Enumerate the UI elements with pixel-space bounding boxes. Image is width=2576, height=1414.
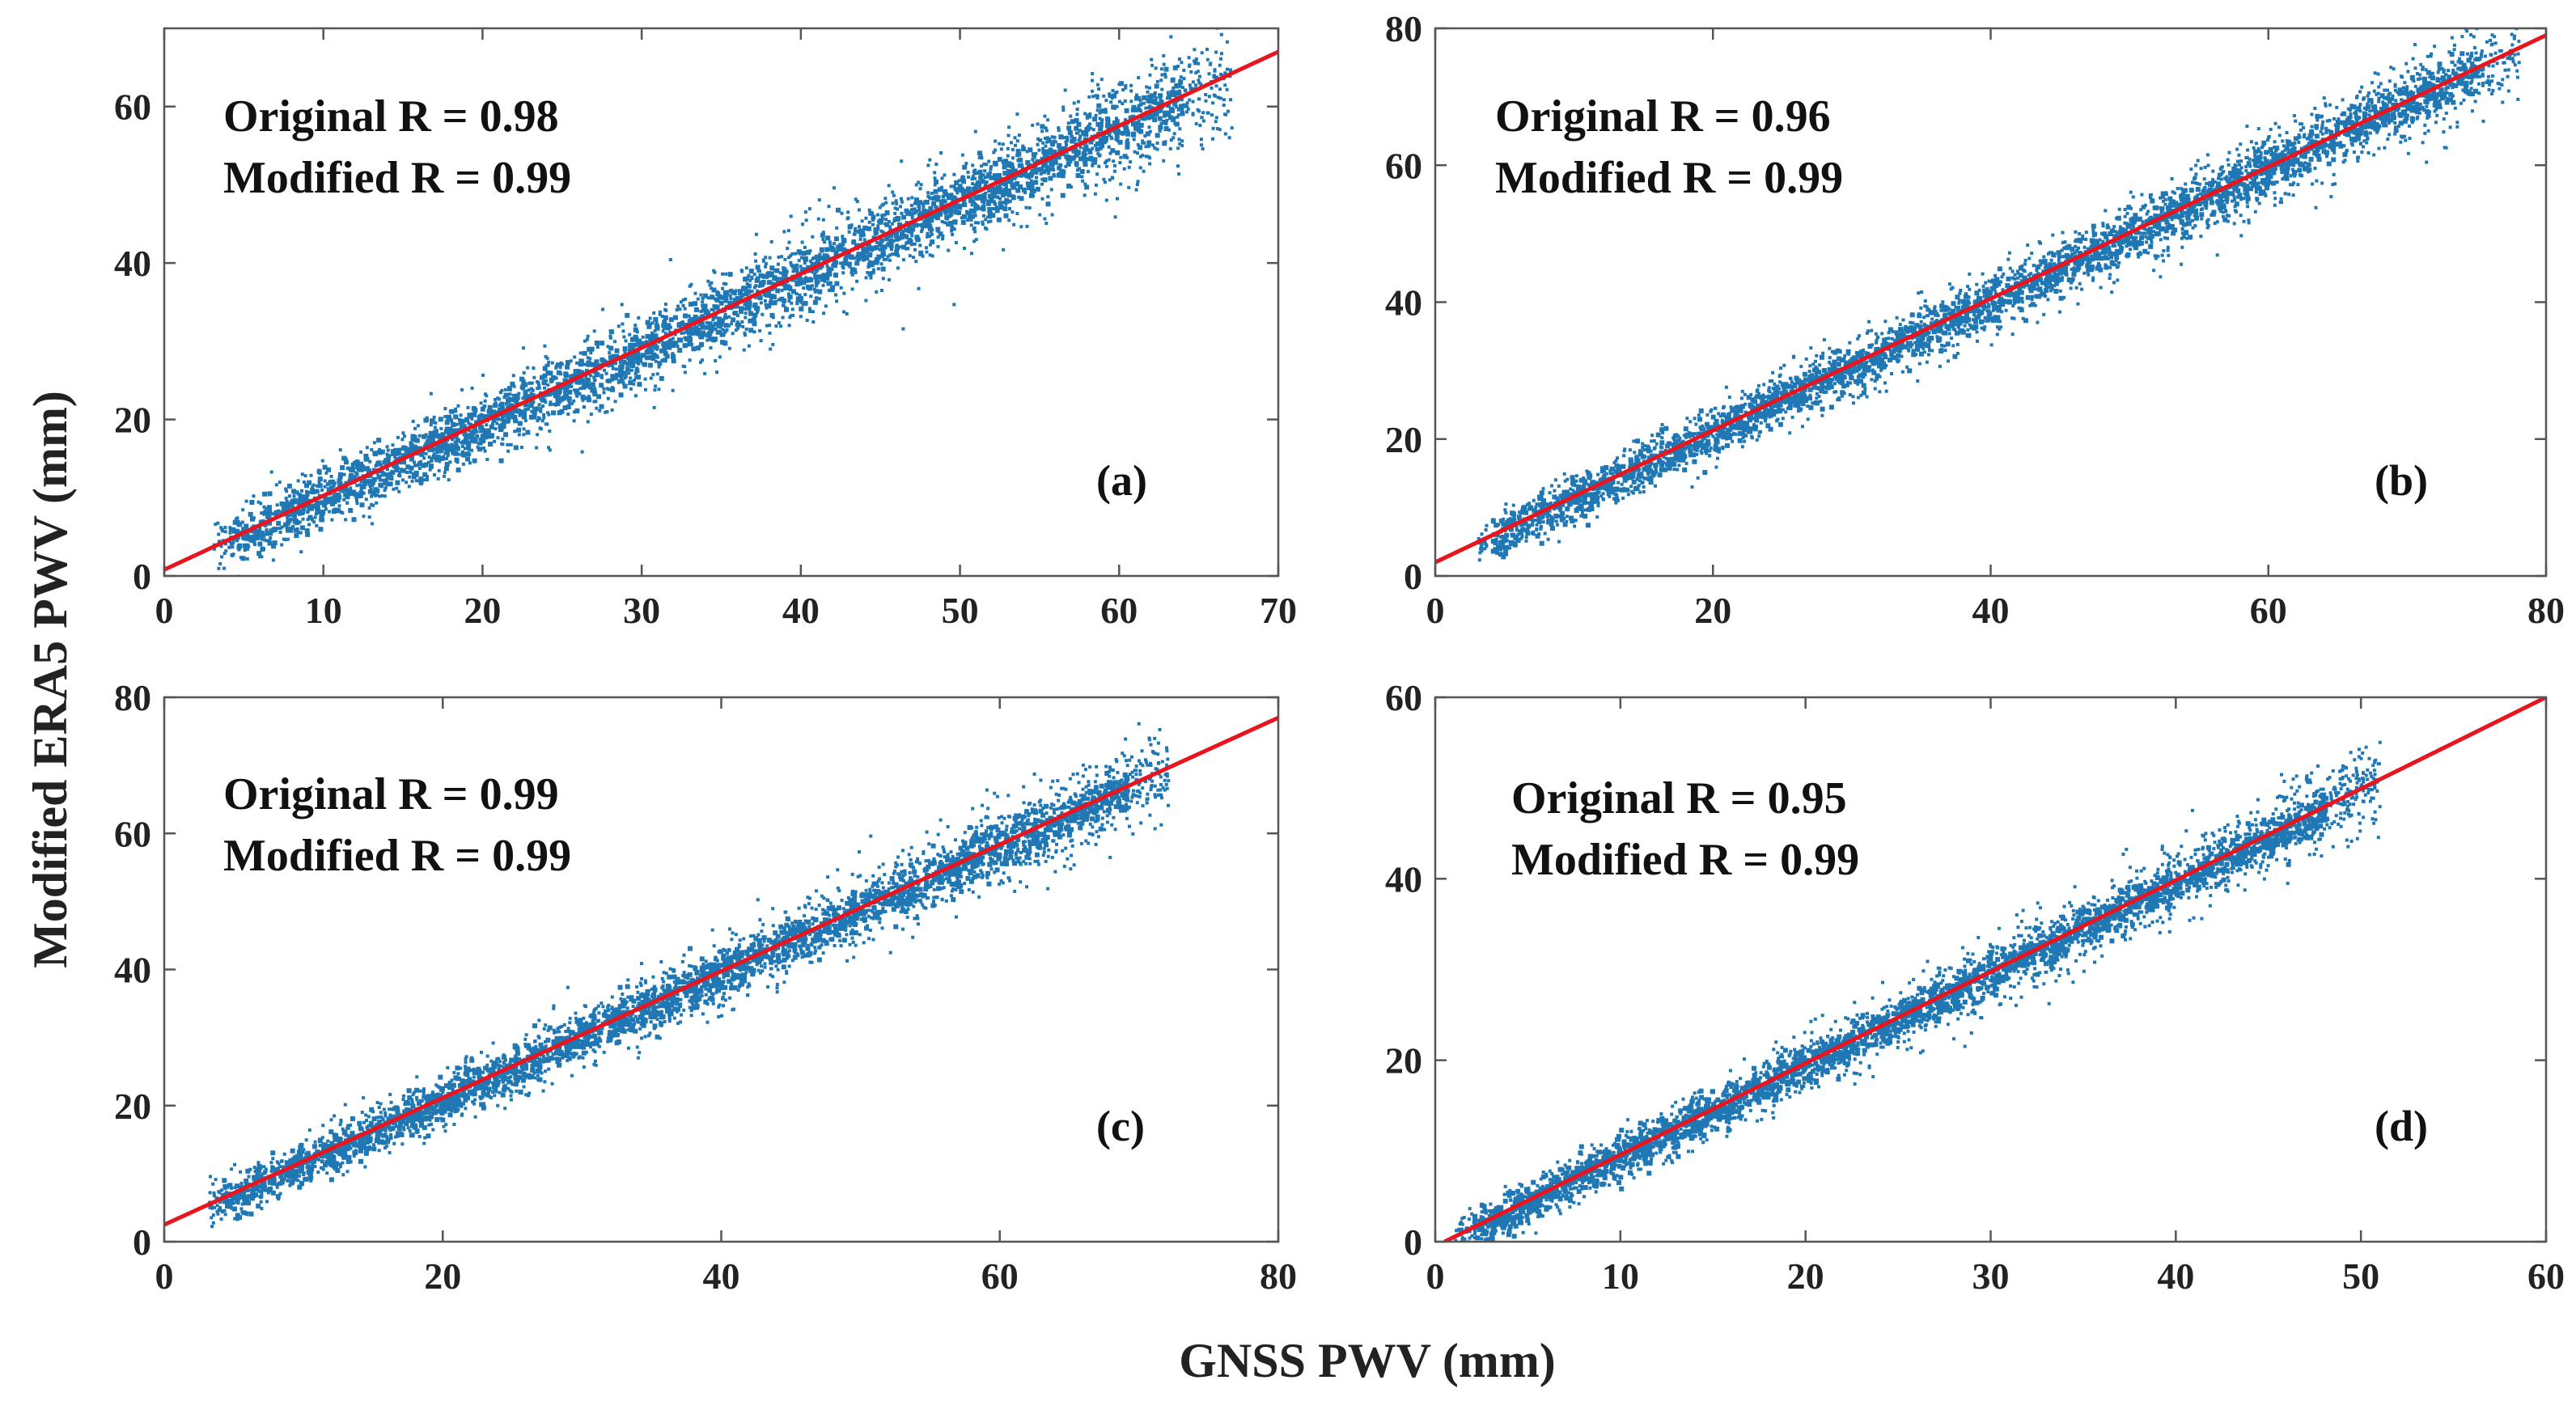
y-tick-label: 40 [114, 243, 151, 284]
x-tick-label: 0 [155, 590, 174, 631]
x-tick-label: 40 [1972, 590, 2010, 631]
panel-label: (b) [2375, 456, 2428, 505]
x-tick-label: 20 [464, 590, 501, 631]
regression-line [1443, 697, 2546, 1242]
original-r-annotation: Original R = 0.98 [223, 91, 559, 142]
panel-label: (c) [1096, 1102, 1145, 1150]
modified-r-annotation: Modified R = 0.99 [1495, 153, 1843, 203]
x-tick-label: 40 [782, 590, 820, 631]
scatter-points [1477, 28, 2522, 562]
y-tick-label: 60 [1385, 145, 1422, 186]
y-tick-label: 40 [1385, 858, 1422, 900]
regression-line [1435, 33, 2546, 565]
scatter-core [220, 771, 1130, 1221]
scatter-points [208, 722, 1171, 1229]
original-r-annotation: Original R = 0.95 [1511, 773, 1847, 823]
x-tick-label: 70 [1260, 590, 1297, 631]
x-tick-label: 10 [305, 590, 342, 631]
x-tick-label: 80 [1260, 1255, 1297, 1297]
x-tick-label: 40 [703, 1255, 740, 1297]
y-tick-label: 60 [1385, 677, 1422, 718]
x-tick-label: 50 [2342, 1255, 2379, 1297]
y-tick-label: 20 [1385, 419, 1422, 460]
y-tick-label: 60 [114, 87, 151, 128]
y-tick-label: 0 [133, 1221, 151, 1263]
x-tick-label: 20 [1694, 590, 1731, 631]
y-tick-label: 20 [1385, 1040, 1422, 1082]
y-tick-label: 80 [114, 677, 151, 718]
y-tick-label: 0 [1404, 556, 1422, 597]
y-tick-label: 0 [1404, 1221, 1422, 1263]
x-tick-label: 30 [623, 590, 660, 631]
scatter-panel: 0 20 40 60 80 0 20 40 60 80 Original R = 0.99 Modif… [114, 677, 1297, 1297]
x-tick-label: 40 [2157, 1255, 2194, 1297]
scatter-points [212, 28, 1234, 576]
panel-label: (a) [1096, 456, 1147, 505]
modified-r-annotation: Modified R = 0.99 [223, 153, 571, 203]
scatter-points [1454, 740, 2382, 1242]
modified-r-annotation: Modified R = 0.99 [1511, 835, 1859, 885]
axes-frame [163, 27, 1280, 578]
y-tick-label: 40 [1385, 282, 1422, 324]
y-tick-label: 40 [114, 950, 151, 991]
scatter-core [228, 65, 1188, 561]
original-r-annotation: Original R = 0.96 [1495, 91, 1831, 142]
panel-label: (d) [2375, 1102, 2428, 1150]
x-tick-label: 50 [942, 590, 979, 631]
original-r-annotation: Original R = 0.99 [223, 769, 559, 819]
x-tick-label: 10 [1602, 1255, 1639, 1297]
x-tick-label: 20 [1787, 1255, 1824, 1297]
y-tick-label: 60 [114, 813, 151, 854]
x-tick-label: 60 [1100, 590, 1138, 631]
x-tick-label: 0 [155, 1255, 174, 1297]
y-tick-label: 20 [114, 1086, 151, 1127]
x-tick-label: 0 [1426, 1255, 1445, 1297]
regression-line [164, 49, 1278, 572]
y-axis-label: Modified ERA5 PWV (mm) [23, 391, 77, 968]
x-tick-label: 60 [2527, 1255, 2565, 1297]
x-axis-label: GNSS PWV (mm) [1179, 1334, 1556, 1387]
y-tick-label: 80 [1385, 8, 1422, 49]
scatter-core [1490, 51, 2481, 560]
x-tick-label: 20 [424, 1255, 461, 1297]
y-tick-label: 0 [133, 556, 151, 597]
scatter-panel: 0 10 20 30 40 50 60 0 20 40 60 Original R = 0.95 Mod… [1385, 677, 2565, 1297]
x-tick-label: 30 [1972, 1255, 2010, 1297]
scatter-core [1472, 792, 2329, 1242]
regression-line [164, 715, 1278, 1227]
modified-r-annotation: Modified R = 0.99 [223, 831, 571, 881]
x-tick-label: 60 [981, 1255, 1019, 1297]
x-tick-label: 80 [2527, 590, 2565, 631]
scatter-panel: 0 20 40 60 80 0 20 40 60 80 Original R = 0.96 Modif… [1385, 8, 2565, 631]
x-tick-label: 60 [2250, 590, 2287, 631]
scatter-panel: 0 10 20 30 40 50 60 70 0 20 40 60 Original R = 0.98 M… [114, 27, 1297, 631]
y-tick-label: 20 [114, 400, 151, 441]
x-tick-label: 0 [1426, 590, 1445, 631]
